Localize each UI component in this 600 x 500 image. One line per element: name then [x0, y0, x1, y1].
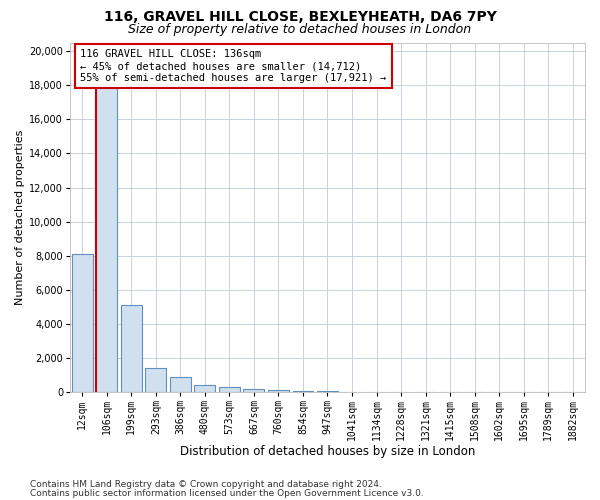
Bar — [72, 254, 92, 392]
Text: Contains public sector information licensed under the Open Government Licence v3: Contains public sector information licen… — [30, 488, 424, 498]
Text: 116 GRAVEL HILL CLOSE: 136sqm
← 45% of detached houses are smaller (14,712)
55% : 116 GRAVEL HILL CLOSE: 136sqm ← 45% of d… — [80, 50, 386, 82]
Y-axis label: Number of detached properties: Number of detached properties — [15, 130, 25, 305]
Bar — [97, 64, 117, 392]
Bar — [293, 391, 313, 392]
Text: Size of property relative to detached houses in London: Size of property relative to detached ho… — [128, 22, 472, 36]
Bar — [145, 368, 166, 392]
Bar — [121, 305, 142, 392]
Text: 116, GRAVEL HILL CLOSE, BEXLEYHEATH, DA6 7PY: 116, GRAVEL HILL CLOSE, BEXLEYHEATH, DA6… — [104, 10, 496, 24]
X-axis label: Distribution of detached houses by size in London: Distribution of detached houses by size … — [180, 444, 475, 458]
Bar — [219, 388, 240, 392]
Bar — [244, 390, 265, 392]
Bar — [170, 377, 191, 392]
Bar — [194, 384, 215, 392]
Bar — [268, 390, 289, 392]
Text: Contains HM Land Registry data © Crown copyright and database right 2024.: Contains HM Land Registry data © Crown c… — [30, 480, 382, 489]
